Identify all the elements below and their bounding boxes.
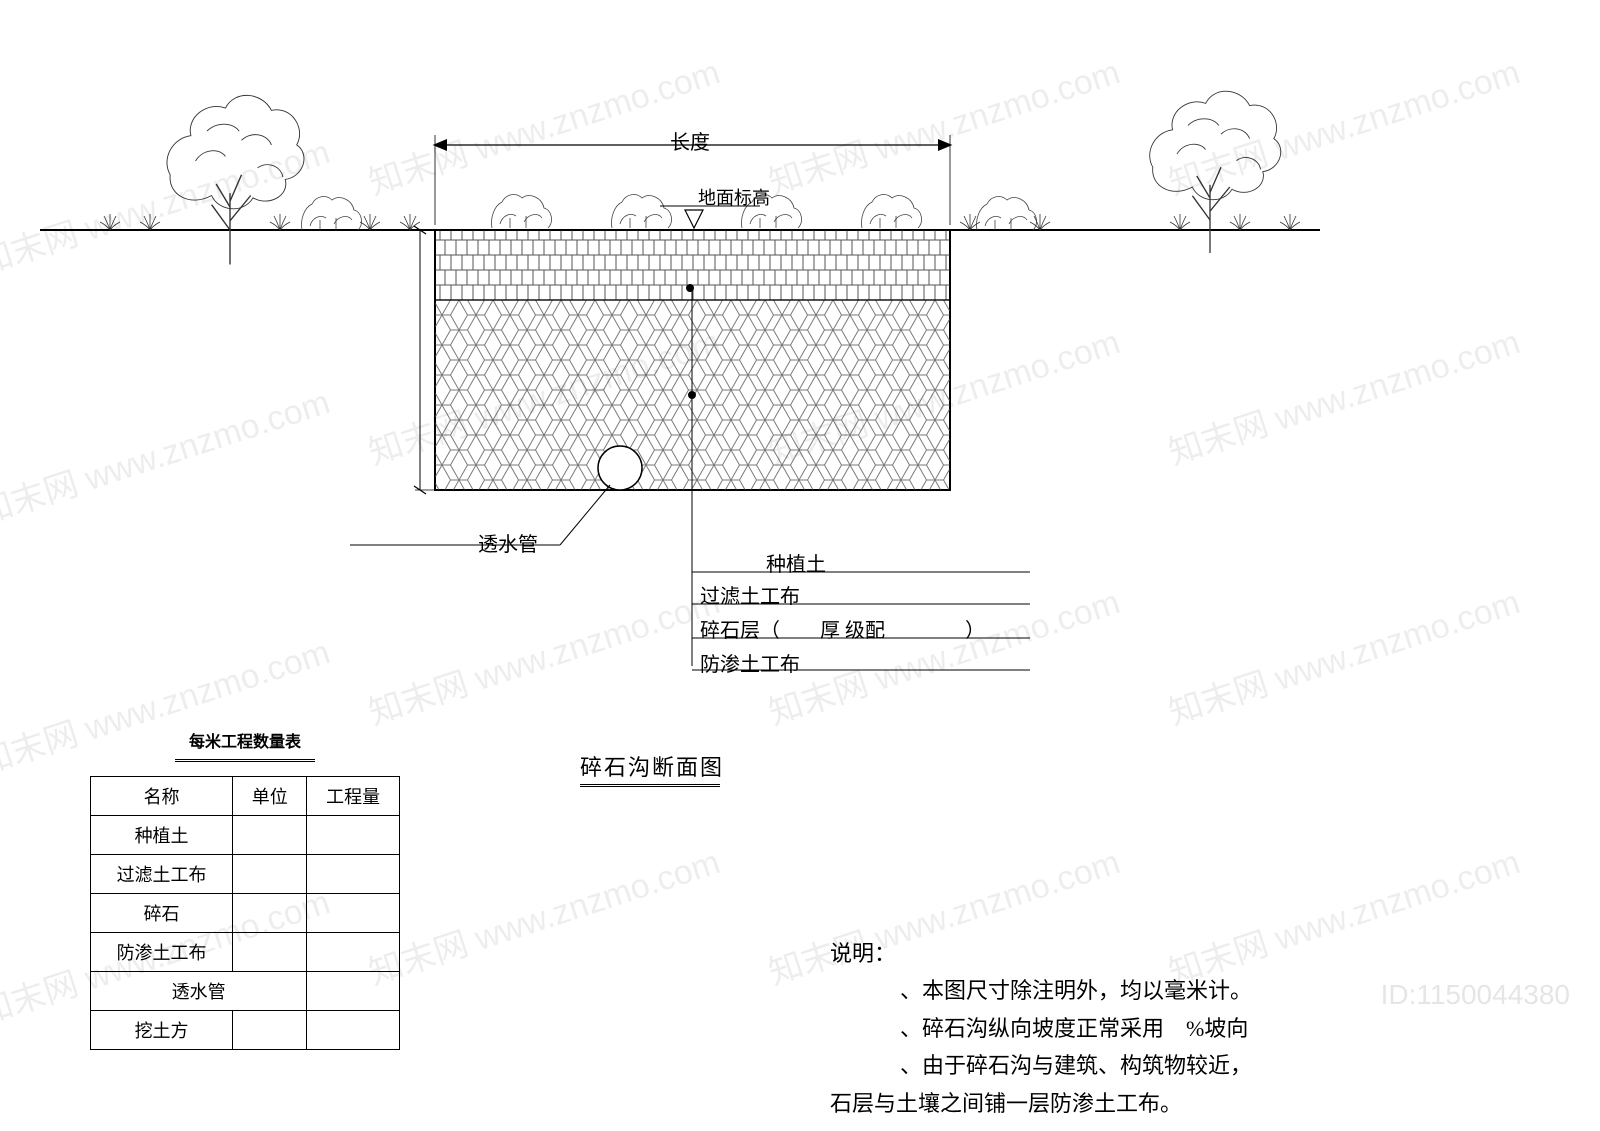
- layer-label-2: 过滤土工布: [700, 580, 800, 609]
- cell-qty: [307, 972, 400, 1011]
- cell-qty: [307, 855, 400, 894]
- note-line-2: 、碎石沟纵向坡度正常采用 %坡向: [830, 1010, 1252, 1047]
- cell-name: 挖土方: [91, 1011, 233, 1050]
- cell-qty: [307, 816, 400, 855]
- table-row: 种植土: [91, 816, 400, 855]
- col-unit: 单位: [233, 777, 307, 816]
- cell-unit: [233, 894, 307, 933]
- notes-heading: 说明：: [830, 935, 1252, 972]
- table-row: 透水管: [91, 972, 400, 1011]
- cell-name: 种植土: [91, 816, 233, 855]
- note-line-1: 、本图尺寸除注明外，均以毫米计。: [830, 972, 1252, 1009]
- qty-table-title: 每米工程数量表: [90, 728, 400, 752]
- qty-table: 名称 单位 工程量 种植土过滤土工布碎石防渗土工布透水管挖土方: [90, 776, 400, 1050]
- cell-unit: [233, 855, 307, 894]
- layer-label-4: 防渗土工布: [700, 648, 800, 677]
- table-row: 碎石: [91, 894, 400, 933]
- cell-unit: [233, 1011, 307, 1050]
- col-name: 名称: [91, 777, 233, 816]
- qty-table-wrap: 每米工程数量表 名称 单位 工程量 种植土过滤土工布碎石防渗土工布透水管挖土方: [90, 728, 400, 1050]
- table-header-row: 名称 单位 工程量: [91, 777, 400, 816]
- cell-name-merged: 透水管: [91, 972, 307, 1011]
- label-length: 长度: [670, 126, 710, 155]
- tree-left: [167, 95, 304, 264]
- qty-table-title-underline: [175, 758, 315, 762]
- cell-name: 碎石: [91, 894, 233, 933]
- cell-unit: [233, 816, 307, 855]
- note-line-3: 、由于碎石沟与建筑、构筑物较近，: [830, 1047, 1252, 1084]
- layer-label-1: 种植土: [766, 548, 826, 577]
- col-qty: 工程量: [307, 777, 400, 816]
- permeable-pipe: [598, 446, 642, 490]
- shrub-5: [861, 195, 921, 228]
- cell-qty: [307, 1011, 400, 1050]
- tree-right: [1150, 91, 1281, 253]
- label-ground-elev: 地面标高: [698, 184, 770, 210]
- cell-unit: [233, 933, 307, 972]
- table-row: 防渗土工布: [91, 933, 400, 972]
- shrub-3: [611, 195, 671, 228]
- layer-label-3: 碎石层（ 厚 级配 ）: [700, 614, 985, 643]
- shrub-6: [976, 197, 1036, 230]
- diagram-title: 碎石沟断面图: [580, 750, 724, 782]
- notes-block: 说明： 、本图尺寸除注明外，均以毫米计。 、碎石沟纵向坡度正常采用 %坡向 、由…: [830, 935, 1252, 1122]
- watermark-id: ID:1150044380: [1381, 979, 1570, 1011]
- label-pipe: 透水管: [478, 528, 538, 557]
- diagram-title-underline: [580, 782, 720, 787]
- table-row: 过滤土工布: [91, 855, 400, 894]
- cell-qty: [307, 933, 400, 972]
- shrub-1: [301, 197, 361, 230]
- note-line-4: 石层与土壤之间铺一层防渗土工布。: [830, 1085, 1252, 1122]
- table-row: 挖土方: [91, 1011, 400, 1050]
- cell-name: 过滤土工布: [91, 855, 233, 894]
- shrub-2: [491, 195, 551, 228]
- cell-name: 防渗土工布: [91, 933, 233, 972]
- cell-qty: [307, 894, 400, 933]
